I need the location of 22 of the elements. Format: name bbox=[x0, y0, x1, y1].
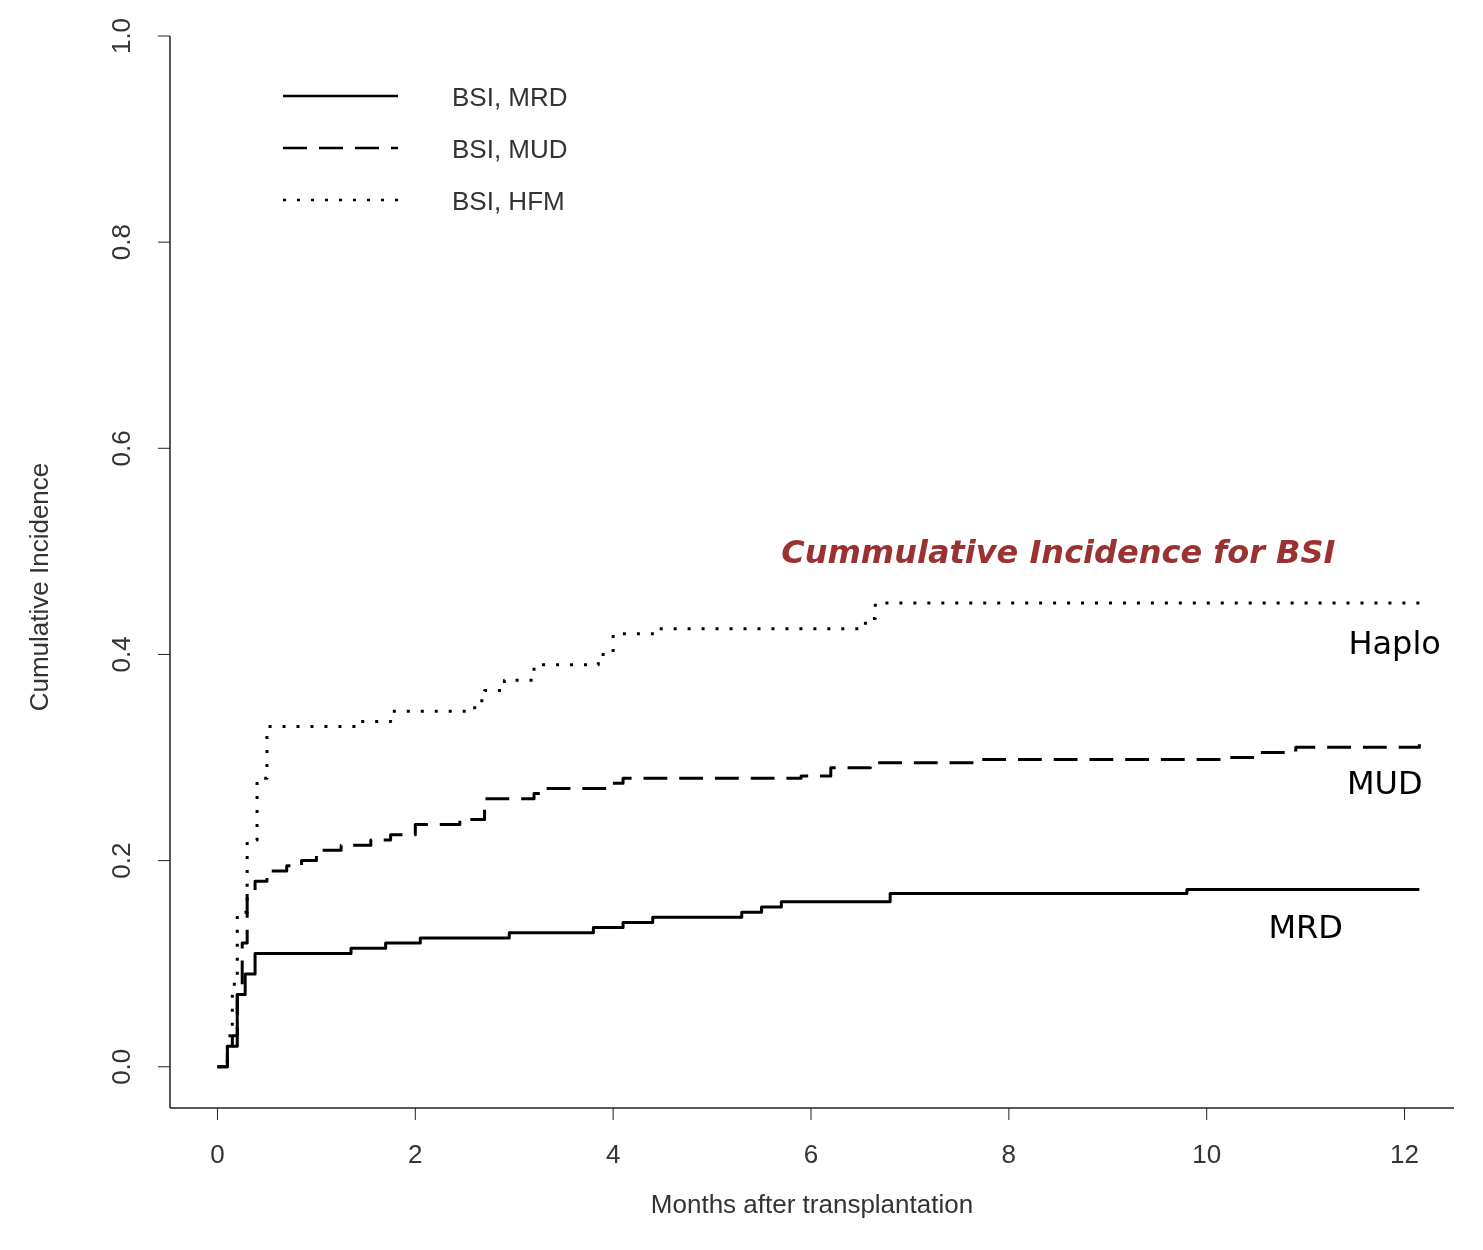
x-tick-label: 0 bbox=[210, 1139, 225, 1169]
x-tick-label: 10 bbox=[1192, 1139, 1222, 1169]
legend-label: BSI, HFM bbox=[452, 186, 565, 216]
x-tick-label: 2 bbox=[408, 1139, 423, 1169]
text: Cummulative Incidence for BSI bbox=[781, 533, 1336, 572]
annotation: MUD bbox=[1346, 763, 1423, 802]
legend-label: BSI, MRD bbox=[452, 82, 568, 112]
y-tick-label: 1.0 bbox=[106, 17, 136, 55]
y-tick-label: 0.2 bbox=[106, 842, 136, 879]
annotation: Haplo bbox=[1348, 624, 1441, 663]
x-tick-label: 4 bbox=[605, 1139, 621, 1169]
y-tick-label: 0.4 bbox=[106, 636, 136, 673]
y-tick-label: 0.0 bbox=[106, 1048, 136, 1085]
y-tick-label: 0.6 bbox=[106, 430, 136, 467]
x-axis-title: Months after transplantation bbox=[650, 1189, 974, 1219]
y-axis-title: Cumulative Incidence bbox=[24, 462, 54, 712]
legend-label: BSI, MUD bbox=[452, 134, 568, 164]
y-tick-label: 0.8 bbox=[106, 224, 136, 261]
x-tick-label: 12 bbox=[1390, 1139, 1419, 1169]
x-tick-label: 6 bbox=[803, 1139, 819, 1169]
x-tick-label: 8 bbox=[1001, 1139, 1017, 1169]
annotation: MRD bbox=[1268, 907, 1343, 946]
